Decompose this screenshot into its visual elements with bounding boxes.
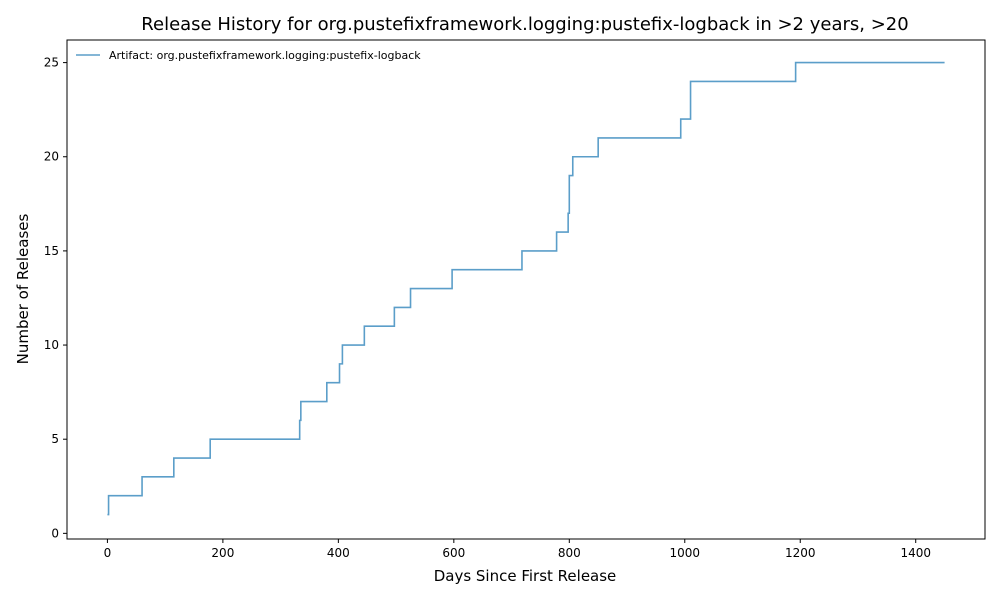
chart-title: Release History for org.pustefixframewor… [141, 14, 908, 35]
x-tick-label: 1200 [785, 546, 816, 560]
x-axis-label: Days Since First Release [434, 567, 617, 585]
y-tick-label: 20 [44, 150, 59, 164]
y-tick-label: 25 [44, 56, 59, 70]
series-layer [107, 61, 945, 516]
y-tick-label: 15 [44, 244, 59, 258]
x-tick-label: 1000 [670, 546, 701, 560]
x-tick-label: 400 [327, 546, 350, 560]
y-axis-label: Number of Releases [14, 213, 32, 364]
legend: Artifact: org.pustefixframework.logging:… [76, 49, 421, 62]
x-tick-label: 800 [558, 546, 581, 560]
y-tick-label: 0 [51, 526, 59, 540]
legend-label: Artifact: org.pustefixframework.logging:… [109, 49, 421, 62]
x-tick-label: 1400 [900, 546, 931, 560]
y-axis-ticks: 0 5 10 15 20 25 [44, 56, 67, 540]
y-tick-label: 5 [51, 432, 59, 446]
x-tick-label: 0 [104, 546, 112, 560]
x-tick-label: 600 [442, 546, 465, 560]
y-tick-label: 10 [44, 338, 59, 352]
plot-frame [66, 39, 986, 540]
x-axis-ticks: 0 200 400 600 800 1000 1200 1400 [104, 539, 931, 560]
series-line-0 [107, 61, 945, 516]
x-tick-label: 200 [211, 546, 234, 560]
